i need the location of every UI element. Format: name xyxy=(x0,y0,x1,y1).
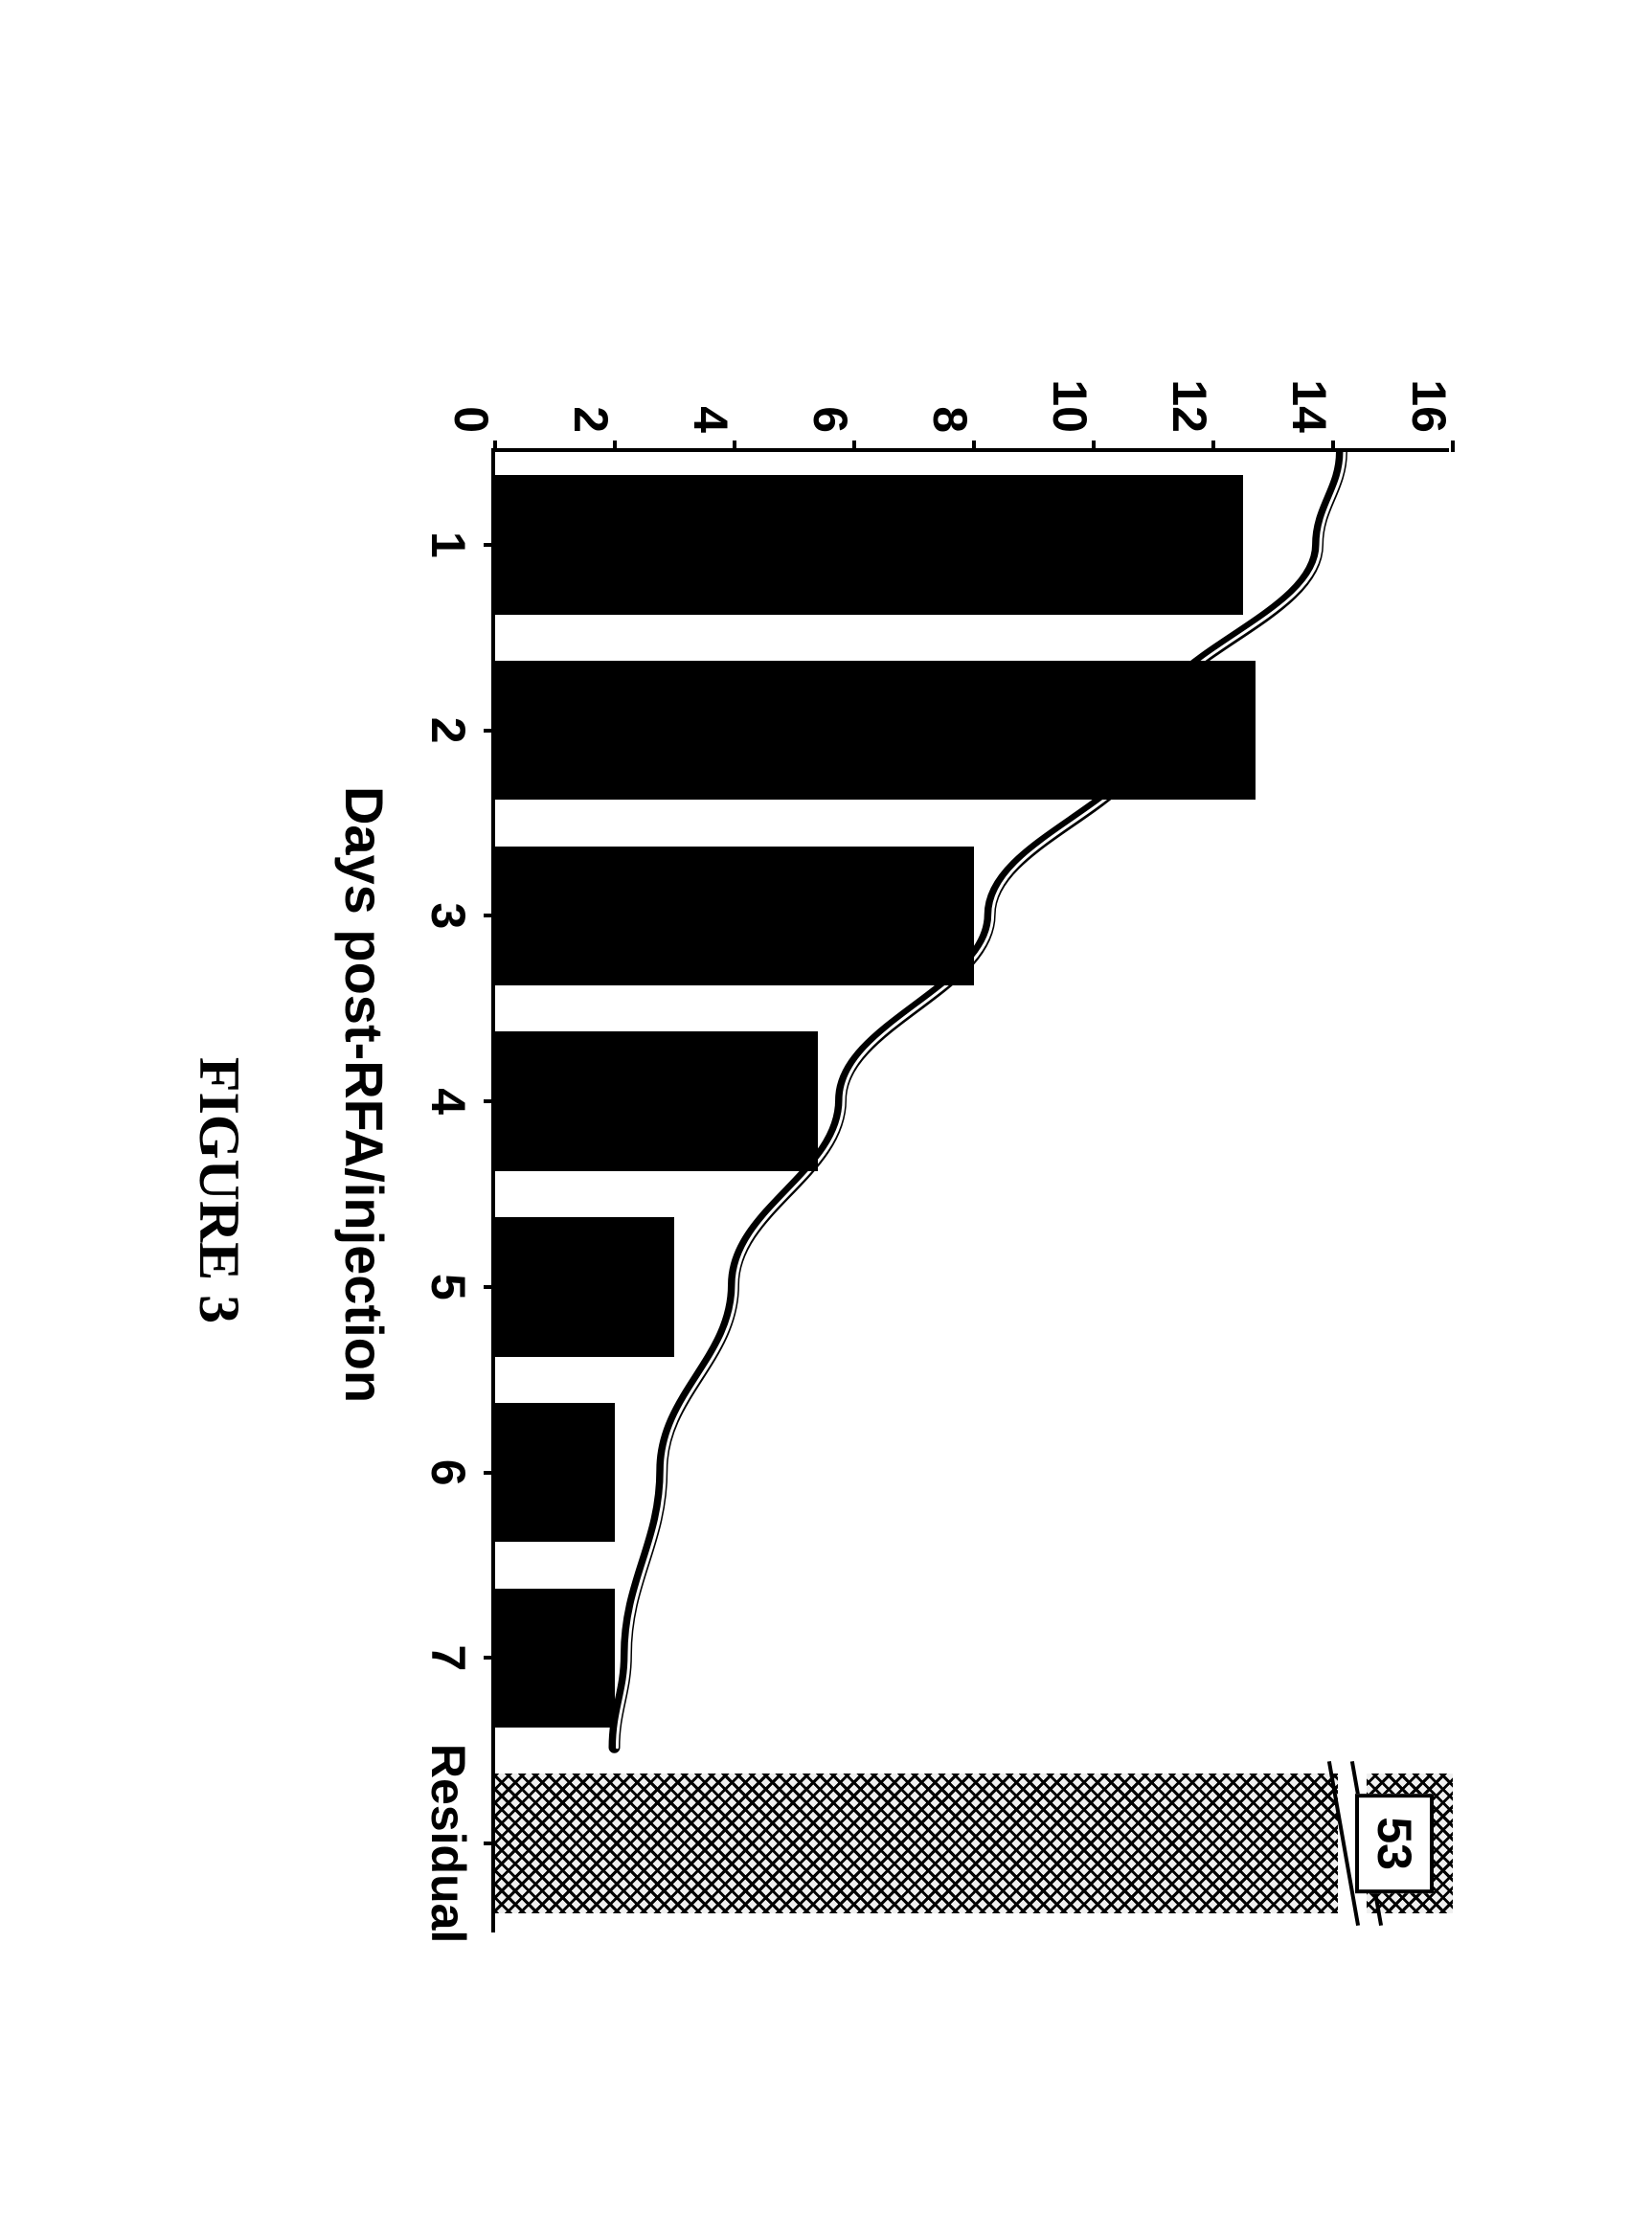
y-tick-label: 6 xyxy=(803,406,858,452)
x-axis-label: Days post-RFA/injection xyxy=(333,448,396,1741)
plot-area: 02468101214161234567Residual53 xyxy=(491,448,1449,1932)
x-tick-label: 6 xyxy=(420,1459,495,1486)
y-tick-mark xyxy=(1211,441,1215,452)
x-tick-label: 3 xyxy=(420,902,495,929)
bar xyxy=(495,1403,615,1542)
x-tick-label: 7 xyxy=(420,1644,495,1671)
y-tick-label: 16 xyxy=(1401,379,1457,452)
bar: 53 xyxy=(495,1774,1453,1912)
y-tick-mark xyxy=(852,441,856,452)
y-tick-label: 14 xyxy=(1281,379,1337,452)
bar xyxy=(495,847,974,985)
chart-wrapper: % Recovered fluorescein Days post-RFA/in… xyxy=(108,161,1545,2076)
y-tick-label: 4 xyxy=(683,406,738,452)
y-tick-label: 0 xyxy=(443,406,499,452)
x-tick-label: 2 xyxy=(420,717,495,744)
y-tick-mark xyxy=(733,441,736,452)
bar xyxy=(495,475,1243,614)
x-tick-label: Residual xyxy=(420,1744,495,1943)
chart-container: % Recovered fluorescein Days post-RFA/in… xyxy=(108,161,1545,2076)
y-tick-label: 12 xyxy=(1162,379,1217,452)
bar xyxy=(495,1031,819,1170)
y-tick-mark xyxy=(1331,441,1335,452)
bar xyxy=(495,661,1256,800)
x-tick-label: 1 xyxy=(420,531,495,558)
y-tick-mark xyxy=(1451,441,1455,452)
x-tick-label: 4 xyxy=(420,1088,495,1115)
y-tick-label: 8 xyxy=(922,406,978,452)
x-tick-label: 5 xyxy=(420,1274,495,1300)
y-tick-label: 2 xyxy=(563,406,619,452)
y-tick-mark xyxy=(613,441,617,452)
y-tick-mark xyxy=(493,441,497,452)
y-tick-mark xyxy=(972,441,976,452)
y-tick-label: 10 xyxy=(1042,379,1098,452)
bar xyxy=(495,1589,615,1728)
residual-value-box: 53 xyxy=(1355,1794,1434,1893)
bar xyxy=(495,1217,675,1356)
y-tick-mark xyxy=(1092,441,1096,452)
figure-caption: FIGURE 3 xyxy=(186,448,252,1932)
